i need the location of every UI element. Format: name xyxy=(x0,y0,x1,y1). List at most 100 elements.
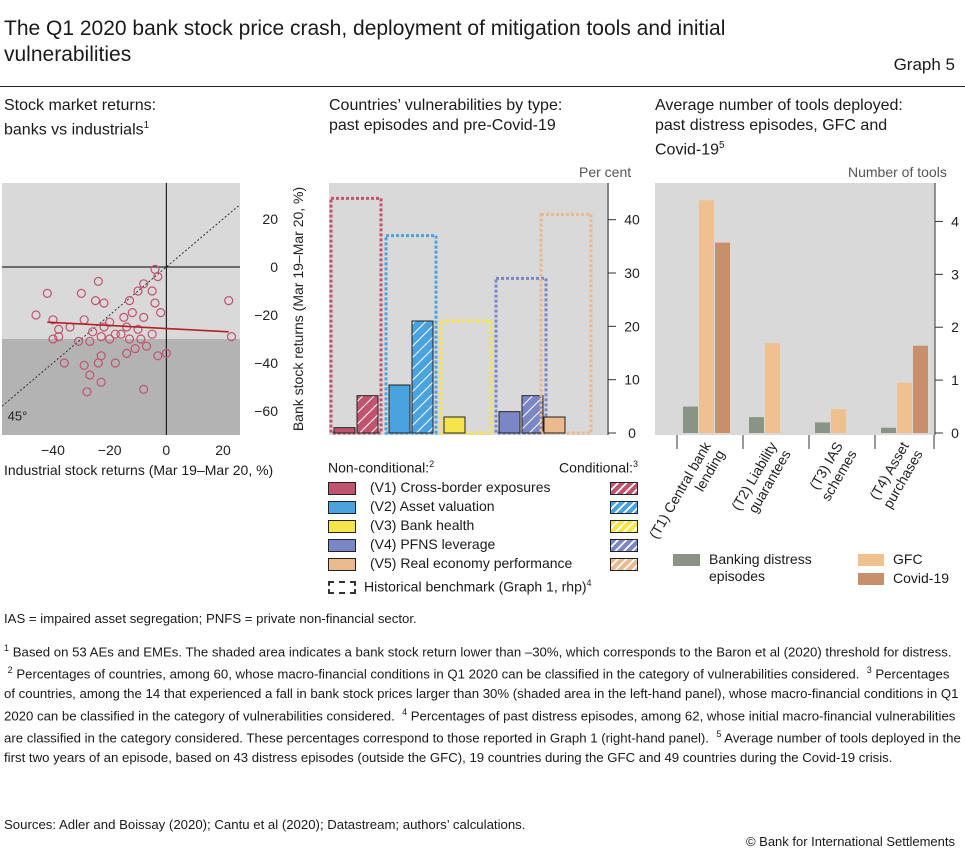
y-tick-label: 20 xyxy=(262,211,278,227)
middle-y-tick-label: 10 xyxy=(624,372,640,388)
tool-bar-0-2 xyxy=(815,422,830,433)
benchmark-bar-v5 xyxy=(539,212,593,435)
scatter-point-31 xyxy=(133,324,143,334)
conditional-swatch-v4 xyxy=(610,539,638,552)
scatter-point-33 xyxy=(139,312,149,322)
scatter-point-47 xyxy=(96,377,106,387)
scatter-point-1 xyxy=(90,296,101,306)
scatter-point-14 xyxy=(48,315,58,325)
nonconditional-swatch-v2 xyxy=(328,501,356,514)
scatter-point-49 xyxy=(139,384,149,394)
gfc-legend-label: GFC xyxy=(893,551,923,567)
scatter-point-22 xyxy=(105,334,115,344)
right-y-tick-label: 0 xyxy=(951,425,959,441)
footnote-5: Average number of tools deployed in the … xyxy=(4,730,961,765)
scatter-point-18 xyxy=(88,327,98,337)
legend-nonconditional-text: Non-conditional: xyxy=(328,459,430,476)
legend-label-v4: (V4) PFNS leverage xyxy=(370,536,496,552)
footnote-ref-3: 3 xyxy=(632,459,638,469)
nonconditional-swatch-v5 xyxy=(328,558,356,571)
scatter-point-10 xyxy=(150,298,160,308)
gfc-swatch xyxy=(858,554,884,566)
scatter-point-40 xyxy=(122,348,132,358)
fn3-marker: 3 xyxy=(866,665,872,676)
conditional-swatch-v2 xyxy=(610,501,638,514)
scatter-point-42 xyxy=(93,358,103,368)
tool-bar-2-0 xyxy=(715,242,730,433)
benchmark-bar-v1 xyxy=(329,196,383,435)
header-rule xyxy=(0,86,965,87)
left-title-line2: banks vs industrials1 xyxy=(4,116,156,140)
scatter-point-51 xyxy=(224,296,234,306)
conditional-swatch-v5 xyxy=(610,558,638,571)
scatter-point-5 xyxy=(124,296,135,306)
legend-label-v2: (V2) Asset valuation xyxy=(370,498,495,514)
footnote-ref-4: 4 xyxy=(586,578,592,588)
fn5-marker: 5 xyxy=(716,729,722,740)
scatter-point-52 xyxy=(226,332,237,342)
middle-plot-area xyxy=(329,183,609,435)
fn4-marker: 4 xyxy=(402,706,408,717)
benchmark-text: Historical benchmark (Graph 1, rhp) xyxy=(364,578,587,595)
right-y-tick-label: 2 xyxy=(951,319,959,335)
scatter-point-15 xyxy=(54,324,64,334)
scatter-point-3 xyxy=(99,298,109,308)
x-tick-label: 20 xyxy=(215,442,231,458)
legend-conditional-text: Conditional: xyxy=(559,459,633,476)
scatter-point-9 xyxy=(147,286,157,296)
scatter-point-46 xyxy=(110,358,120,368)
scatter-point-44 xyxy=(59,358,69,368)
scatter-point-8 xyxy=(139,279,149,289)
covid-legend-label: Covid-19 xyxy=(893,570,950,586)
footnote-4: Percentages of past distress episodes, a… xyxy=(4,708,956,746)
middle-title-line1: Countries’ vulnerabilities by type: xyxy=(329,97,563,114)
tool-bar-0-0 xyxy=(683,406,698,433)
nonconditional-bar-v3 xyxy=(443,416,466,434)
scatter-point-28 xyxy=(119,312,129,322)
middle-unit-label: Per cent xyxy=(579,164,632,180)
right-panel-title: Average number of tools deployed: past d… xyxy=(655,96,903,160)
footnote-1: Based on 53 AEs and EMEs. The shaded are… xyxy=(12,644,952,660)
scatter-y-axis-title: Bank stock returns (Mar 19–Mar 20, %) xyxy=(290,187,306,431)
scatter-point-43 xyxy=(79,360,89,370)
conditional-swatch-v1 xyxy=(610,482,638,495)
tool-bar-0-3 xyxy=(881,427,896,433)
scatter-point-30 xyxy=(124,334,135,344)
y-tick-label: 0 xyxy=(270,259,278,275)
covid-swatch xyxy=(858,573,884,585)
tool-bar-0-1 xyxy=(749,417,764,433)
nonconditional-bar-v2 xyxy=(388,384,411,434)
benchmark-bar-v4 xyxy=(494,276,548,435)
middle-y-tick-label: 30 xyxy=(624,265,640,281)
benchmark-label: Historical benchmark (Graph 1, rhp)4 xyxy=(364,578,592,595)
scatter-point-13 xyxy=(31,310,41,320)
legend-label-v5: (V5) Real economy performance xyxy=(370,555,573,571)
footnotes: 1 Based on 53 AEs and EMEs. The shaded a… xyxy=(4,639,962,767)
benchmark-bar-v3 xyxy=(439,319,493,435)
y-tick-label: −40 xyxy=(254,355,278,371)
scatter-point-2 xyxy=(76,288,86,298)
conditional-bar-v1 xyxy=(356,395,379,434)
middle-y-tick-label: 0 xyxy=(628,425,636,441)
middle-title-line2: past episodes and pre-Covid-19 xyxy=(329,117,556,134)
right-title-line1: Average number of tools deployed: xyxy=(655,97,903,114)
scatter-point-0 xyxy=(93,276,103,286)
legend-row-v5: (V5) Real economy performance xyxy=(328,555,638,574)
fn2-marker: 2 xyxy=(7,665,13,676)
copyright: © Bank for International Settlements xyxy=(745,834,955,849)
footnote-ref-1: 1 xyxy=(143,120,150,131)
scatter-point-7 xyxy=(153,272,163,282)
right-plot-area xyxy=(655,183,935,435)
scatter-point-50 xyxy=(161,348,171,358)
benchmark-swatch xyxy=(328,581,356,594)
scatter-point-34 xyxy=(127,308,137,318)
nonconditional-bar-v4 xyxy=(498,411,521,434)
y-tick-label: −20 xyxy=(254,307,278,323)
right-unit-label: Number of tools xyxy=(848,164,947,180)
scatter-point-12 xyxy=(42,288,52,298)
right-y-tick-label: 4 xyxy=(951,213,959,229)
